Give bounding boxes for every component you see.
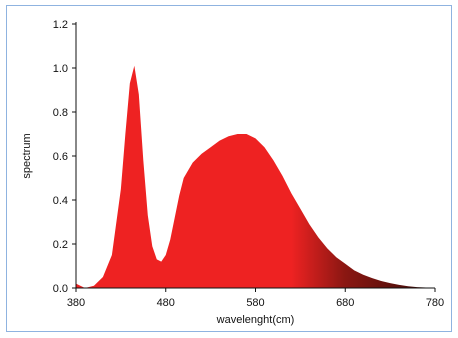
y-tick-label: 1.2: [53, 19, 68, 31]
y-tick-label: 0.2: [53, 239, 68, 251]
x-tick-label: 580: [246, 297, 264, 309]
y-axis-title: spectrum: [21, 133, 33, 178]
labels-layer: 0.0 0.2 0.4 0.6 0.8 1.0 1.2 380 480 580 680 780 wave…: [21, 19, 444, 326]
y-tick-label: 1.0: [53, 63, 68, 75]
x-tick-label: 680: [336, 297, 354, 309]
y-tick-label: 0.8: [53, 107, 68, 119]
spectrum-area: [76, 65, 435, 288]
area-layer: [76, 65, 435, 288]
y-tick-label: 0.4: [53, 195, 68, 207]
y-tick-label: 0.0: [53, 283, 68, 295]
x-tick-label: 480: [157, 297, 175, 309]
x-tick-label: 780: [426, 297, 444, 309]
y-tick-label: 0.6: [53, 151, 68, 163]
x-axis-title: wavelenght(cm): [216, 314, 295, 326]
axes-layer: [72, 22, 436, 292]
x-tick-label: 380: [67, 297, 85, 309]
